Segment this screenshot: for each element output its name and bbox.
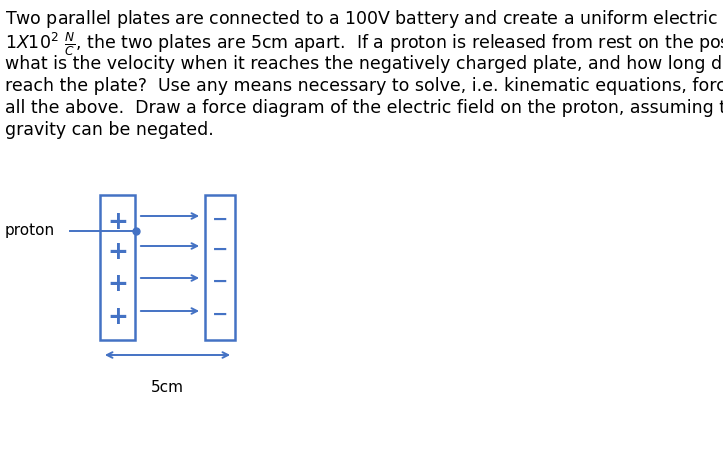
Text: 5cm: 5cm	[150, 380, 184, 395]
Bar	[100, 195, 135, 340]
Text: +: +	[107, 210, 128, 234]
Text: $1X10^2\ \frac{N}{C}$, the two plates are 5cm apart.  If a proton is released fr: $1X10^2\ \frac{N}{C}$, the two plates ar…	[5, 30, 723, 57]
Text: Two parallel plates are connected to a 100V battery and create a uniform electri: Two parallel plates are connected to a 1…	[5, 8, 723, 30]
Text: all the above.  Draw a force diagram of the electric field on the proton, assumi: all the above. Draw a force diagram of t…	[5, 99, 723, 117]
Text: +: +	[107, 272, 128, 296]
Text: −: −	[212, 210, 228, 229]
Text: gravity can be negated.: gravity can be negated.	[5, 121, 214, 139]
Text: what is the velocity when it reaches the negatively charged plate, and how long : what is the velocity when it reaches the…	[5, 55, 723, 73]
Text: +: +	[107, 240, 128, 264]
Bar	[205, 195, 235, 340]
Text: +: +	[107, 305, 128, 329]
Text: −: −	[212, 240, 228, 259]
Text: reach the plate?  Use any means necessary to solve, i.e. kinematic equations, fo: reach the plate? Use any means necessary…	[5, 77, 723, 95]
Text: −: −	[212, 272, 228, 291]
Text: proton: proton	[5, 224, 55, 238]
Text: −: −	[212, 305, 228, 324]
